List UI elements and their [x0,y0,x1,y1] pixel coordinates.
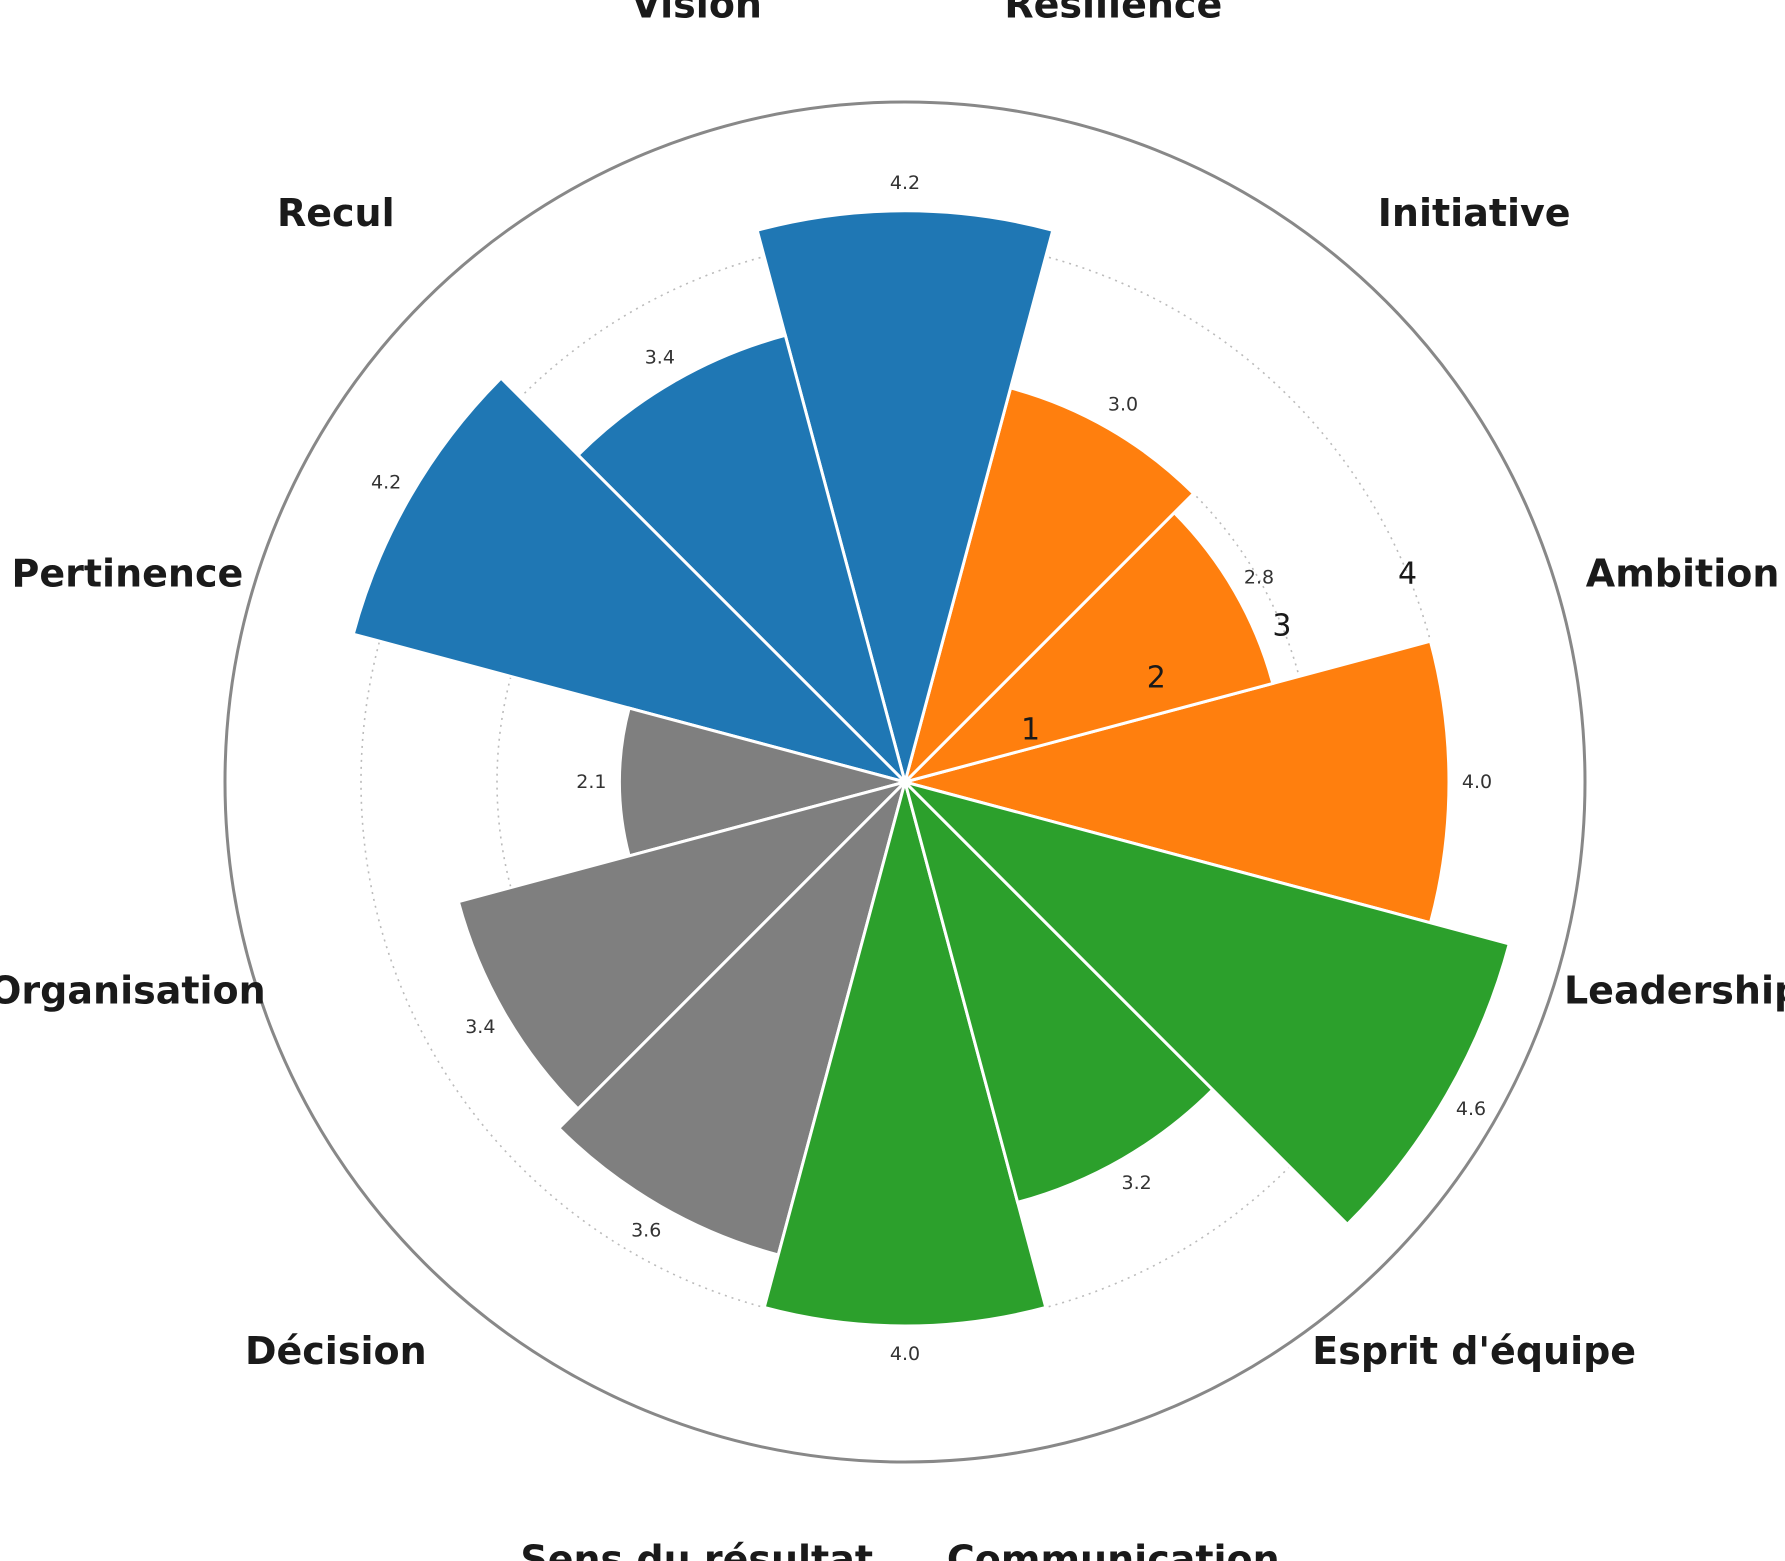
value-label-pertinence: 4.2 [371,471,401,493]
value-label-sens-du-resultat: 3.6 [631,1219,661,1241]
radial-tick-1: 1 [1021,713,1040,748]
bar-ambition [899,639,1451,925]
radial-tick-2: 2 [1147,660,1166,695]
category-label-pertinence: Pertinence [12,552,244,596]
bar-recul [575,333,908,788]
bar-vision [755,209,1055,788]
category-label-sens-du-resultat: Sens du résultat [520,1538,873,1561]
bar-pertinence [351,375,911,785]
bar-resilience [902,386,1196,788]
value-label-leadership: 4.6 [1456,1098,1486,1120]
category-label-resilience: Résilience [1004,0,1222,26]
category-label-ambition: Ambition [1586,552,1780,596]
category-label-organisation: Organisation [0,968,266,1012]
outer-ring [223,100,1587,1464]
category-label-decision: Décision [245,1329,427,1373]
bars [351,209,1512,1328]
radial-tick-3: 3 [1272,608,1291,643]
value-label-recul: 3.4 [645,346,675,368]
value-label-esprit-d-equipe: 3.2 [1121,1172,1151,1194]
value-label-communication: 4.0 [890,1343,920,1365]
bar-organisation [617,706,911,858]
radial-tick-labels: 1 2 3 4 [1021,556,1417,747]
category-label-initiative: Initiative [1378,191,1571,235]
category-label-vision: Vision [631,0,762,26]
category-label-leadership: Leadership [1564,968,1785,1012]
category-label-esprit-d-equipe: Esprit d'équipe [1312,1329,1636,1373]
value-label-vision: 4.2 [890,172,920,194]
radial-tick-4: 4 [1398,556,1417,591]
bar-decision [456,779,911,1112]
value-label-ambition: 4.0 [1462,771,1492,793]
value-label-decision: 3.4 [465,1016,495,1038]
bar-sens-du-resultat [556,776,908,1257]
value-labels: 4.0 2.8 3.0 4.2 3.4 4.2 2.1 3.4 3.6 4.0 3.2 4.6 [371,172,1492,1365]
bar-leadership [899,779,1512,1227]
category-label-communication: Communication [947,1538,1280,1561]
value-label-initiative: 2.8 [1244,567,1274,589]
bar-esprit-d-equipe [902,776,1215,1205]
value-label-organisation: 2.1 [576,771,606,793]
bar-initiative [899,510,1275,785]
category-label-recul: Recul [277,191,395,235]
bar-communication [762,776,1048,1328]
value-label-resilience: 3.0 [1108,393,1138,415]
